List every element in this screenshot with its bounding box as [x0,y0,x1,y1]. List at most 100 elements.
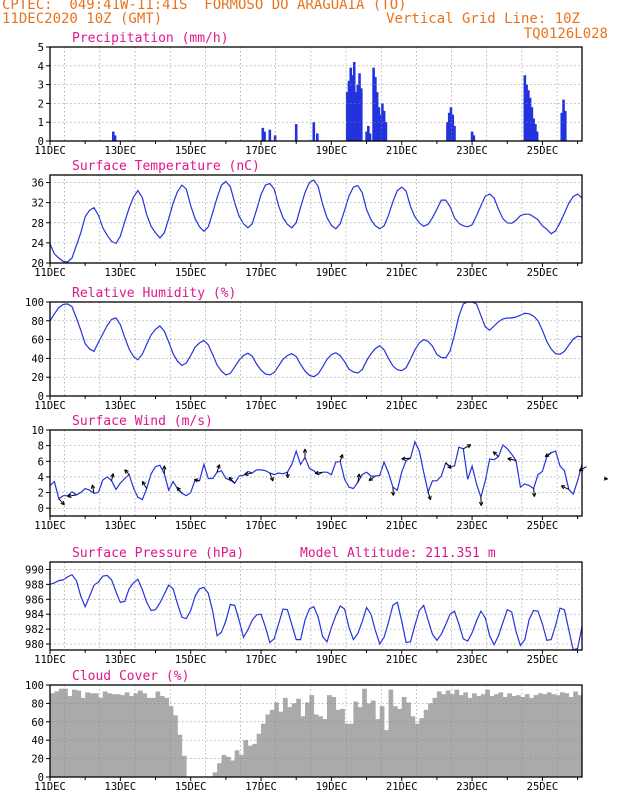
x-tick-label: 25DEC [527,267,559,279]
wind-vector-shaft [244,472,253,476]
cloud-bar [454,689,460,777]
wind-vector [67,493,77,499]
wind-vector-head [60,502,65,506]
wind-vector-head [124,469,129,472]
wind-vector-shaft [339,454,344,462]
x-tick-label: 13DEC [105,145,137,157]
wind-vector-head [339,454,343,458]
wind-vector-head [603,476,608,480]
wind-vector-head [287,473,290,479]
wind-vector-head [193,479,198,483]
x-tick-label: 11DEC [34,654,66,666]
x-tick-label: 13DEC [105,267,137,279]
wind-vector-head [390,491,394,496]
y-tick-label: 80 [31,316,44,328]
x-tick-label: 23DEC [456,267,488,279]
y-tick-label: 2 [38,98,44,110]
cloud-bar [397,708,403,777]
cloud-bar [322,719,328,777]
cloud-bar [458,695,464,777]
wind-vector-head [430,495,432,500]
y-tick-label: 0 [38,772,44,784]
wind-vector-head [244,474,249,477]
cloud-bar [155,691,161,777]
precip-bar [472,135,476,141]
x-tick-label: 25DEC [527,520,559,532]
cloud-bar [331,696,337,777]
cloud-bar [357,707,363,777]
cloud-bar [212,772,218,777]
precip-bar [375,92,379,141]
cloud-bar [533,695,539,777]
x-tick-label: 21DEC [386,400,418,412]
cloud-bar [71,689,77,777]
precip-bar [349,67,353,141]
wind-vector [578,466,587,472]
precip-bar [534,124,537,141]
wind-vector-head [427,496,431,501]
wind-vector-head [269,477,274,482]
cloud-bar [247,745,253,777]
wind-vector-head [194,478,199,481]
cloud-bar [613,694,618,777]
station-title: CPTEC: 049:41W-11:41S FORMOSO DO ARAGUAI… [2,0,407,13]
wind-vector-shaft [91,484,95,494]
cloud-bar [410,716,416,777]
x-tick-label: 19DEC [316,520,348,532]
cloud-cover-panel: 0 20 40 60 80 100 11DEC 13DEC 15DEC 17DEC 19DEC 21D… [25,669,618,793]
precip-bar [347,80,351,141]
y-tick-label: 20 [31,372,44,384]
x-tick-label: 15DEC [175,145,207,157]
cloud-bar [234,750,240,777]
cloud-bar [305,702,310,777]
cloud-bar [375,719,381,777]
x-tick-label: 21DEC [386,520,418,532]
y-tick-label: 60 [31,335,44,347]
precip-bar [528,97,532,141]
x-tick-label: 17DEC [245,781,277,793]
cloud-bar [283,697,288,777]
precip-bar [294,124,298,141]
cloud-bar [50,693,55,777]
humidity-line [50,302,582,378]
precip-bar [446,122,449,141]
y-tick-label: 10 [31,425,44,437]
wind-vector-head [176,487,179,492]
wind-vector [314,470,323,476]
cloud-bar [111,694,117,777]
x-tick-label: 19DEC [316,781,348,793]
y-tick-label: 986 [25,594,44,606]
cloud-bar [63,688,68,777]
cloud-bar [445,690,451,777]
cloud-bar [370,700,376,777]
wind-vector-shaft [427,491,431,500]
y-tick-label: 80 [31,698,44,710]
y-tick-label: 0 [38,503,44,515]
wind-vector-shaft [401,457,411,460]
cloud-bar [243,740,249,777]
cloud-bar [221,754,227,777]
wind-vector-head [124,469,127,474]
cloud-bar [463,692,468,777]
wind-vector-head [176,486,181,490]
cloud-bar [318,716,323,777]
cloud-bar [472,693,477,777]
cloud-cover-title: Cloud Cover (%) [72,669,189,684]
wind-vector [560,485,570,490]
cloud-bar [133,693,139,777]
pressure-line [50,573,582,650]
y-tick-label: 24 [31,238,44,250]
cloud-bar [340,708,345,777]
x-tick-label: 25DEC [527,400,559,412]
cloud-bar [177,734,183,777]
cloud-bar [252,743,257,777]
cloud-bar [591,693,596,777]
wind-vector-head [401,458,406,461]
wind-vector-head [67,493,72,497]
cloud-bar [467,697,473,777]
cloud-bar [388,689,394,777]
cloud-bar [120,695,126,777]
wind-vector-head [228,476,233,480]
cloud-bar [423,709,429,777]
